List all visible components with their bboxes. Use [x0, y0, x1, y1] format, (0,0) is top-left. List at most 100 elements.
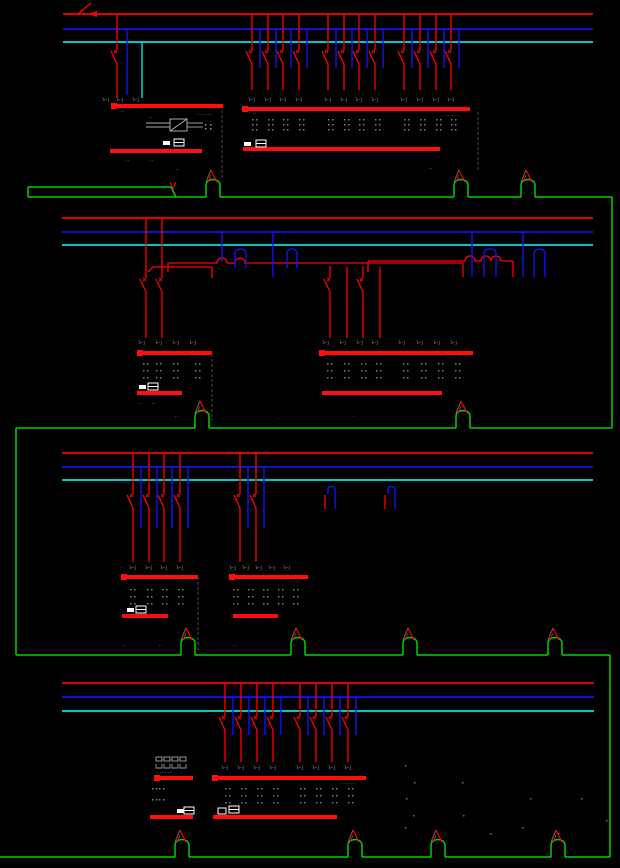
grid-dot: [241, 795, 243, 797]
breaker-blade: [157, 494, 165, 509]
device-dot: [205, 124, 207, 126]
grid-dot: [404, 129, 406, 131]
micro-annotation: ..: [252, 111, 257, 116]
device-dot: [210, 124, 212, 126]
grid-dot: [459, 363, 461, 365]
micro-annotation: ......: [340, 781, 354, 786]
breaker-contact-tick: [296, 715, 301, 720]
breaker-contact-tick: [113, 49, 118, 54]
phase-link-wire: [368, 255, 513, 262]
grid-dot: [344, 370, 346, 372]
breaker-blade: [356, 278, 364, 293]
grid-dot: [376, 370, 378, 372]
grid-dot: [229, 795, 231, 797]
grid-dot: [156, 370, 158, 372]
grid-dot: [147, 370, 149, 372]
grid-dot: [363, 129, 365, 131]
indicator-block-outline: [217, 807, 227, 815]
grid-dot: [130, 603, 132, 605]
grid-dot: [408, 129, 410, 131]
earth-loop-jump: [520, 178, 536, 197]
grid-dot: [182, 603, 184, 605]
breaker-blade: [293, 716, 301, 731]
breaker-blade: [261, 50, 269, 65]
breaker-blade: [249, 494, 257, 509]
earth-loop-jump: [205, 178, 221, 197]
grid-dot: [225, 802, 227, 804]
grid-dot: [407, 377, 409, 379]
grid-dot: [237, 603, 239, 605]
grid-dot: [379, 129, 381, 131]
circuit-micro-label: l⌐j: [176, 565, 183, 571]
grid-dot: [160, 370, 162, 372]
grid-dot: [147, 603, 149, 605]
grid-dot: [278, 589, 280, 591]
micro-annotation: ..: [232, 643, 237, 648]
grid-dot: [421, 377, 423, 379]
grid-dot: [151, 596, 153, 598]
terminal-comb-cell: [155, 756, 163, 762]
grid-dot: [455, 377, 457, 379]
grid-dot: [348, 119, 350, 121]
circuit-micro-label: l⌐j: [328, 765, 335, 771]
loop-chevron-red: [457, 405, 462, 414]
loop-chevron-gray: [290, 627, 297, 641]
socket-neutral-hook: [327, 485, 336, 509]
terminal-bar: [138, 351, 212, 355]
terminal-bar: [122, 575, 198, 579]
circuit-micro-label: l⌐j: [160, 565, 167, 571]
breaker-contact-tick: [295, 49, 300, 54]
grid-dot: [327, 377, 329, 379]
grid-dot: [380, 377, 382, 379]
breaker-contact-tick: [264, 49, 269, 54]
grid-dot: [282, 589, 284, 591]
grid-dot: [225, 795, 227, 797]
loop-chevron-gray: [430, 829, 437, 843]
grid-dot: [316, 788, 318, 790]
grid-dot: [331, 363, 333, 365]
grid-dot: [268, 119, 270, 121]
grid-dot: [278, 603, 280, 605]
grid-dot: [297, 589, 299, 591]
faint-dot: [463, 815, 465, 817]
grid-dot: [332, 119, 334, 121]
grid-dot: [199, 377, 201, 379]
grid-dot: [297, 603, 299, 605]
terminal-bar: [320, 351, 473, 355]
grid-dot: [156, 363, 158, 365]
section-panel-1: l⌐j l⌐j l⌐j l⌐j l⌐j l⌐j l⌐j l⌐j l⌐j l⌐j l⌐j l⌐j l⌐j l…: [63, 2, 593, 178]
loop-chevron-red: [549, 632, 554, 641]
grid-dot: [166, 589, 168, 591]
earth-loop-jump: [194, 409, 210, 428]
circuit-micro-label: l⌐j: [447, 97, 454, 103]
breaker-blade: [341, 716, 349, 731]
circuit-micro-label: l⌐j: [255, 565, 262, 571]
grid-dot: [241, 788, 243, 790]
grid-dot: [178, 589, 180, 591]
grid-dot: [287, 119, 289, 121]
grid-dot: [143, 370, 145, 372]
grid-dot: [304, 795, 306, 797]
faint-dot: [405, 827, 407, 829]
breaker-contact-tick: [328, 715, 333, 720]
terminal-bar: [243, 107, 470, 111]
breaker-blade: [110, 50, 118, 65]
grid-dot: [283, 124, 285, 126]
grid-dot: [159, 799, 161, 801]
loop-chevron-gray: [520, 169, 527, 183]
circuit-micro-label: l⌐j: [264, 97, 271, 103]
breaker-blade: [139, 278, 147, 293]
grid-dot: [261, 795, 263, 797]
loop-chevron-red: [552, 627, 560, 641]
loop-chevron-red: [292, 632, 297, 641]
grid-dot: [376, 377, 378, 379]
grid-dot: [442, 363, 444, 365]
grid-dot: [442, 377, 444, 379]
faint-dot: [522, 827, 524, 829]
grid-dot: [420, 119, 422, 121]
grid-dot: [283, 119, 285, 121]
grid-dot: [282, 596, 284, 598]
terminal-bar: [243, 147, 440, 151]
grid-dot: [237, 589, 239, 591]
